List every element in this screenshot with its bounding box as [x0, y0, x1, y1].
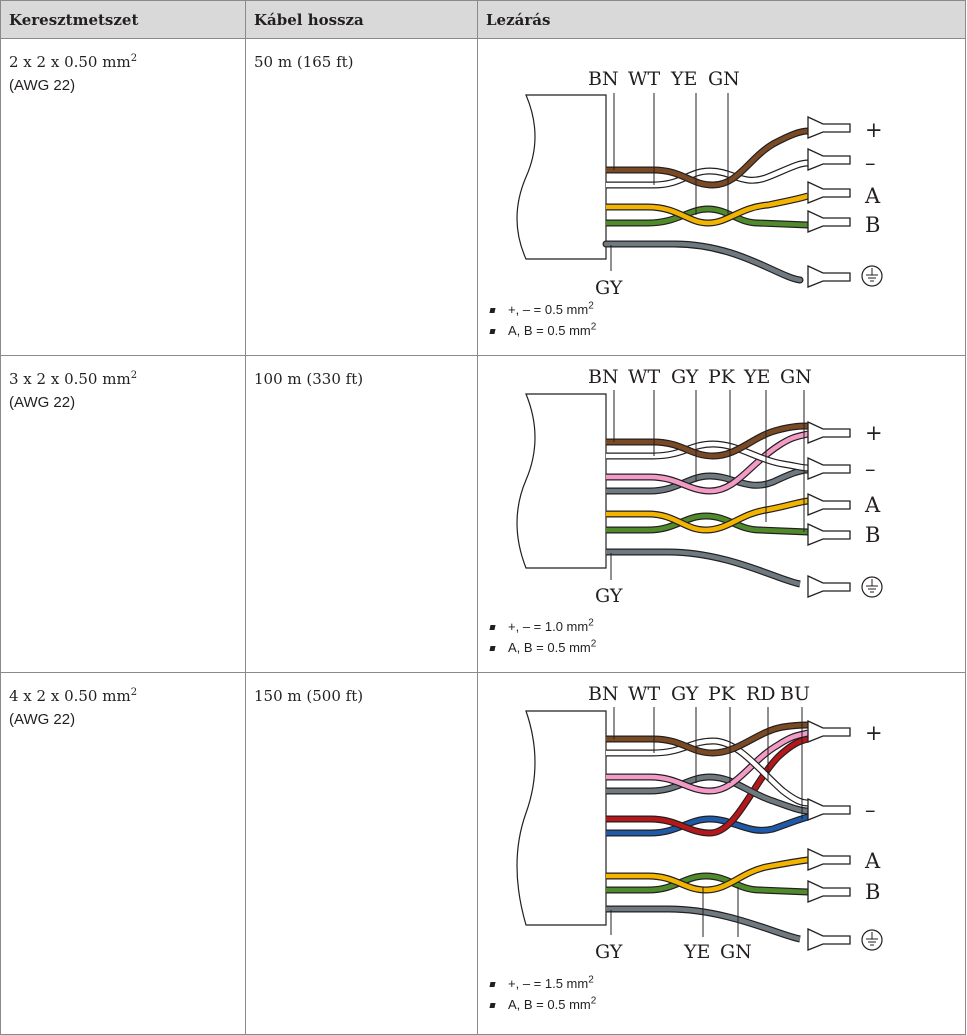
- terminal-a: A: [864, 849, 881, 873]
- terminal-b: B: [865, 523, 880, 547]
- cable-jacket: [516, 393, 607, 569]
- cross-section-value: 4 x 2 x 0.50 mm: [9, 687, 131, 705]
- ferrule: [807, 115, 851, 288]
- wire-label-bu: BU: [780, 683, 810, 705]
- cross-section-value: 3 x 2 x 0.50 mm: [9, 370, 131, 388]
- termination-cell: BN WT GY PK YE GN GY: [477, 355, 966, 673]
- cable-length-cell: 100 m (330 ft): [245, 355, 478, 673]
- terminal-plus: +: [865, 721, 883, 745]
- wiring-diagram: BN WT GY PK YE GN GY: [478, 356, 956, 658]
- wire-label-rd: RD: [746, 683, 776, 705]
- wire-label-wt: WT: [628, 366, 661, 388]
- cable-jacket: [516, 710, 607, 926]
- wire-label-gy-bottom: GY: [595, 941, 623, 963]
- cross-section-value: 2 x 2 x 0.50 mm: [9, 53, 131, 71]
- wire-pk: [606, 730, 809, 794]
- wire-gy: [606, 549, 801, 587]
- wire-label-pk: PK: [708, 683, 736, 705]
- spec-notes: +, – = 1.5 mm2 A, B = 0.5 mm2: [478, 973, 956, 1015]
- termination-cell: BN WT GY PK RD BU GY YE GN: [477, 672, 966, 1035]
- cross-section-cell: 3 x 2 x 0.50 mm2 (AWG 22): [0, 355, 246, 673]
- wiring-diagram: BN WT GY PK RD BU GY YE GN: [478, 673, 956, 1015]
- wire-label-gy-bottom: GY: [595, 585, 623, 607]
- wire-bn: [606, 722, 809, 756]
- wire-bu: [606, 814, 809, 836]
- wire-label-wt: WT: [628, 683, 661, 705]
- header-cross-section: Keresztmetszet: [0, 0, 246, 39]
- terminal-b: B: [865, 213, 880, 237]
- spec-notes: +, – = 1.0 mm2 A, B = 0.5 mm2: [478, 616, 956, 658]
- wire-gy: [606, 906, 801, 942]
- note-item: +, – = 0.5 mm2: [488, 299, 956, 320]
- ground-icon: [861, 265, 883, 287]
- wire-ye: [606, 857, 809, 893]
- wire-label-ye: YE: [743, 366, 770, 388]
- note-item: A, B = 0.5 mm2: [488, 637, 956, 658]
- terminal-plus: +: [865, 421, 883, 445]
- wire-label-wt: WT: [628, 68, 661, 90]
- wiring-diagram: BN WT YE GN GY +: [478, 39, 956, 341]
- table-row: 2 x 2 x 0.50 mm2 (AWG 22) 50 m (165 ft): [0, 38, 966, 356]
- terminal-minus: –: [865, 798, 876, 822]
- note-item: A, B = 0.5 mm2: [488, 320, 956, 341]
- awg-value: (AWG 22): [9, 711, 76, 728]
- terminal-b: B: [865, 880, 880, 904]
- wire-label-gn: GN: [708, 68, 740, 90]
- ground-icon: [861, 576, 883, 598]
- note-item: +, – = 1.5 mm2: [488, 973, 956, 994]
- wire-label-gy: GY: [671, 366, 699, 388]
- wire-label-bn: BN: [588, 683, 619, 705]
- cable-length-value: 50 m (165 ft): [254, 53, 354, 71]
- spec-notes: +, – = 0.5 mm2 A, B = 0.5 mm2: [478, 299, 956, 341]
- terminal-plus: +: [865, 118, 883, 142]
- note-item: A, B = 0.5 mm2: [488, 994, 956, 1015]
- wire-label-gy: GY: [595, 277, 623, 299]
- wire-pk: [606, 431, 809, 494]
- wire-gy: [602, 240, 804, 284]
- awg-value: (AWG 22): [9, 394, 76, 411]
- cross-section-cell: 2 x 2 x 0.50 mm2 (AWG 22): [0, 38, 246, 356]
- wire-label-gn-bottom: GN: [720, 941, 752, 963]
- cross-section-cell: 4 x 2 x 0.50 mm2 (AWG 22): [0, 672, 246, 1035]
- table-row: 3 x 2 x 0.50 mm2 (AWG 22) 100 m (330 ft): [0, 355, 966, 673]
- header-cable-length: Kábel hossza: [245, 0, 478, 39]
- terminal-a: A: [864, 493, 881, 517]
- cable-length-cell: 150 m (500 ft): [245, 672, 478, 1035]
- termination-cell: BN WT YE GN GY +: [477, 38, 966, 356]
- wire-bn: [606, 423, 809, 459]
- wire-rd: [606, 736, 809, 836]
- table-header-row: Keresztmetszet Kábel hossza Lezárás: [0, 0, 966, 39]
- wire-label-pk: PK: [708, 366, 736, 388]
- note-item: +, – = 1.0 mm2: [488, 616, 956, 637]
- cable-length-cell: 50 m (165 ft): [245, 38, 478, 356]
- table-row: 4 x 2 x 0.50 mm2 (AWG 22) 150 m (500 ft): [0, 672, 966, 1035]
- wire-wt: [606, 738, 809, 806]
- cable-length-value: 100 m (330 ft): [254, 370, 364, 388]
- cable-jacket: [516, 94, 607, 260]
- ground-icon: [861, 929, 883, 951]
- awg-value: (AWG 22): [9, 77, 76, 94]
- wire-label-gy: GY: [671, 683, 699, 705]
- wire-label-gn: GN: [780, 366, 812, 388]
- ferrule: [807, 420, 851, 598]
- wire-label-bn: BN: [588, 68, 619, 90]
- wire-gn: [606, 513, 809, 535]
- wire-ye: [606, 498, 809, 533]
- terminal-minus: –: [865, 151, 876, 175]
- header-termination: Lezárás: [477, 0, 966, 39]
- ferrule: [807, 719, 851, 951]
- terminal-a: A: [864, 184, 881, 208]
- terminal-minus: –: [865, 457, 876, 481]
- wire-gn: [606, 873, 809, 895]
- wire-label-bn: BN: [588, 366, 619, 388]
- wire-label-ye: YE: [670, 68, 697, 90]
- cable-length-value: 150 m (500 ft): [254, 687, 364, 705]
- wire-label-ye-bottom: YE: [683, 941, 710, 963]
